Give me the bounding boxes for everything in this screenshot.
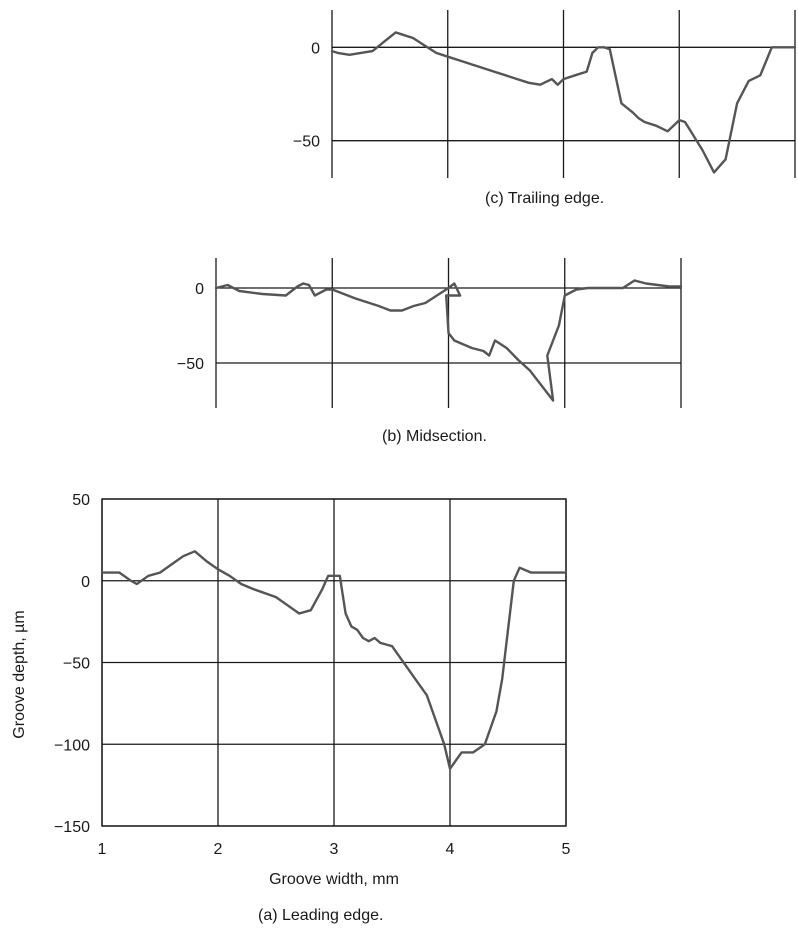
panel-a-ytick-label-0: 50 <box>72 492 90 509</box>
panel-a-xtick-label-3: 4 <box>446 841 455 858</box>
panel-c-ytick-label-1: −50 <box>293 134 320 151</box>
panel-a-xtick-label-1: 2 <box>214 841 223 858</box>
panel-b-ytick-label-0: 0 <box>195 281 204 298</box>
panel-a-ytick-label-2: −50 <box>63 656 90 673</box>
panel-b-ytick-label-1: −50 <box>177 356 204 373</box>
caption-leading-edge: (a) Leading edge. <box>258 907 384 924</box>
panel-a-ylabel: Groove depth, µm <box>11 610 28 738</box>
caption-trailing-edge: (c) Trailing edge. <box>485 190 605 207</box>
caption-midsection: (b) Midsection. <box>382 428 487 445</box>
panel-c-series-0-line <box>330 31 797 174</box>
panel-a-frame <box>101 498 567 827</box>
panel-a-ytick-label-3: −100 <box>54 737 90 754</box>
panel-a-ytick-label-1: 0 <box>81 574 90 591</box>
panel-a-series-0-line <box>100 550 568 770</box>
panel-c-ytick-label-0: 0 <box>311 40 320 57</box>
panel-a-xtick-label-2: 3 <box>330 841 339 858</box>
panel-a-xlabel: Groove width, mm <box>269 871 399 888</box>
panel-a-xtick-label-0: 1 <box>98 841 107 858</box>
panel-a-xtick-label-4: 5 <box>562 841 571 858</box>
panel-a-ytick-label-4: −150 <box>54 819 90 836</box>
panel-b-series-0-line <box>214 279 683 402</box>
